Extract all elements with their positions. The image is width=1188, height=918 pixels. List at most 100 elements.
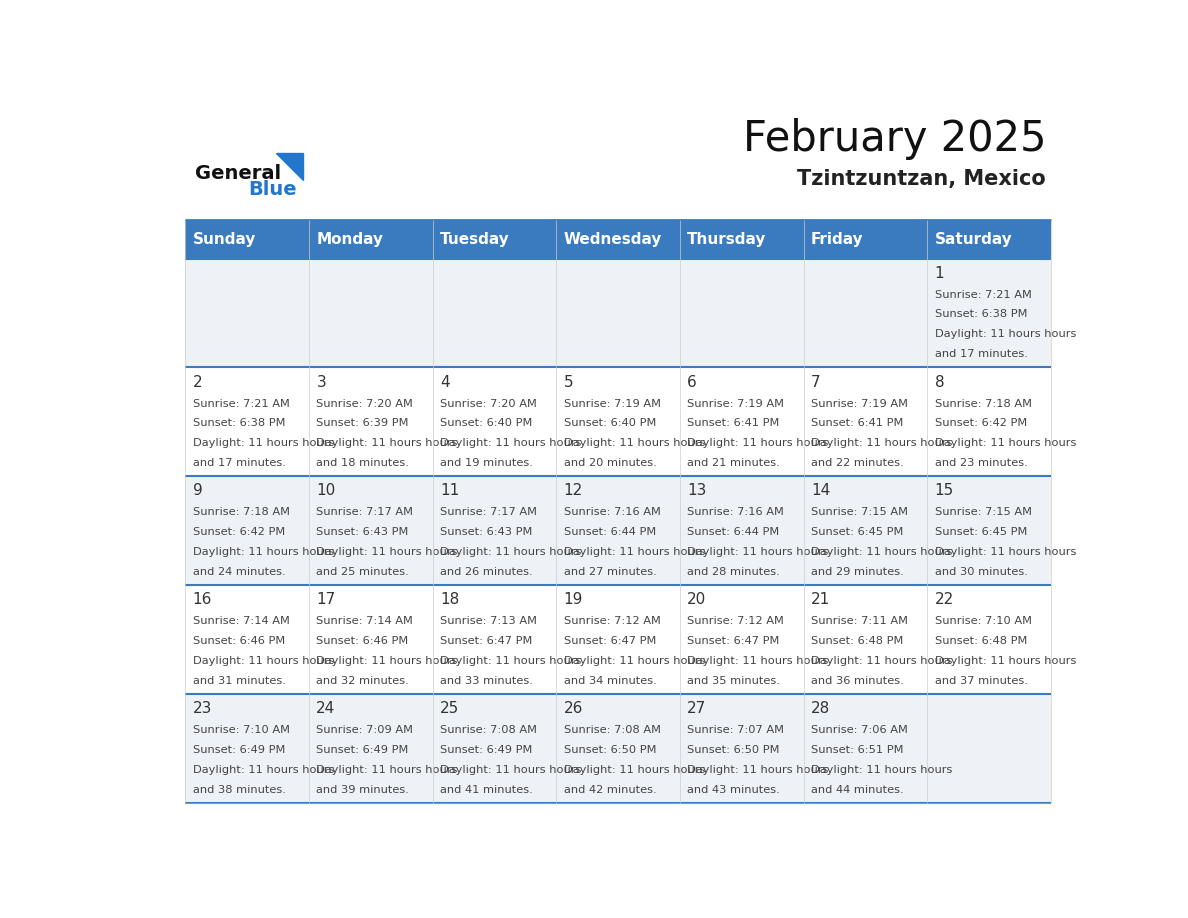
Text: Sunset: 6:45 PM: Sunset: 6:45 PM (811, 527, 903, 537)
Text: 7: 7 (811, 375, 821, 389)
FancyBboxPatch shape (927, 694, 1051, 803)
Text: Daylight: 11 hours hours: Daylight: 11 hours hours (563, 547, 704, 557)
Text: Daylight: 11 hours hours: Daylight: 11 hours hours (192, 655, 334, 666)
Text: Sunset: 6:46 PM: Sunset: 6:46 PM (192, 636, 285, 646)
Text: Daylight: 11 hours hours: Daylight: 11 hours hours (935, 438, 1076, 448)
FancyBboxPatch shape (556, 219, 680, 259)
Text: Sunset: 6:38 PM: Sunset: 6:38 PM (935, 309, 1026, 319)
Text: Sunset: 6:51 PM: Sunset: 6:51 PM (811, 744, 903, 755)
Text: Sunrise: 7:20 AM: Sunrise: 7:20 AM (316, 398, 413, 409)
Text: and 27 minutes.: and 27 minutes. (563, 566, 656, 577)
Text: Wednesday: Wednesday (563, 231, 662, 247)
Text: Daylight: 11 hours hours: Daylight: 11 hours hours (563, 438, 704, 448)
FancyBboxPatch shape (556, 259, 680, 367)
Text: and 26 minutes.: and 26 minutes. (440, 566, 532, 577)
FancyBboxPatch shape (309, 476, 432, 585)
Text: 23: 23 (192, 701, 213, 716)
Text: 13: 13 (687, 484, 707, 498)
Text: Daylight: 11 hours hours: Daylight: 11 hours hours (811, 438, 953, 448)
Text: and 38 minutes.: and 38 minutes. (192, 785, 285, 794)
Text: Daylight: 11 hours hours: Daylight: 11 hours hours (687, 655, 828, 666)
Text: February 2025: February 2025 (742, 118, 1047, 160)
Text: Sunrise: 7:17 AM: Sunrise: 7:17 AM (316, 508, 413, 518)
Text: Sunset: 6:50 PM: Sunset: 6:50 PM (563, 744, 656, 755)
Text: Daylight: 11 hours hours: Daylight: 11 hours hours (811, 547, 953, 557)
Text: Daylight: 11 hours hours: Daylight: 11 hours hours (440, 655, 581, 666)
Text: 14: 14 (811, 484, 830, 498)
Text: Sunset: 6:44 PM: Sunset: 6:44 PM (563, 527, 656, 537)
Text: 6: 6 (687, 375, 697, 389)
Text: and 28 minutes.: and 28 minutes. (687, 566, 781, 577)
Text: General: General (195, 164, 280, 183)
Text: Sunset: 6:38 PM: Sunset: 6:38 PM (192, 419, 285, 429)
Text: Sunset: 6:49 PM: Sunset: 6:49 PM (192, 744, 285, 755)
FancyBboxPatch shape (432, 694, 556, 803)
Text: Sunrise: 7:17 AM: Sunrise: 7:17 AM (440, 508, 537, 518)
Text: and 32 minutes.: and 32 minutes. (316, 676, 409, 686)
FancyBboxPatch shape (432, 585, 556, 694)
Text: and 24 minutes.: and 24 minutes. (192, 566, 285, 577)
FancyBboxPatch shape (556, 694, 680, 803)
Text: and 39 minutes.: and 39 minutes. (316, 785, 409, 794)
Text: 18: 18 (440, 592, 460, 607)
Text: Daylight: 11 hours hours: Daylight: 11 hours hours (316, 547, 457, 557)
Text: and 31 minutes.: and 31 minutes. (192, 676, 285, 686)
Text: Sunrise: 7:08 AM: Sunrise: 7:08 AM (440, 725, 537, 735)
FancyBboxPatch shape (803, 259, 927, 367)
FancyBboxPatch shape (185, 367, 309, 476)
Text: Sunrise: 7:20 AM: Sunrise: 7:20 AM (440, 398, 537, 409)
Text: 15: 15 (935, 484, 954, 498)
Text: Sunrise: 7:21 AM: Sunrise: 7:21 AM (192, 398, 290, 409)
Text: Sunset: 6:40 PM: Sunset: 6:40 PM (440, 419, 532, 429)
Text: 26: 26 (563, 701, 583, 716)
Text: Sunrise: 7:15 AM: Sunrise: 7:15 AM (811, 508, 908, 518)
Text: Sunset: 6:49 PM: Sunset: 6:49 PM (316, 744, 409, 755)
FancyBboxPatch shape (185, 694, 309, 803)
Text: Sunset: 6:47 PM: Sunset: 6:47 PM (687, 636, 779, 646)
FancyBboxPatch shape (927, 585, 1051, 694)
Text: Daylight: 11 hours hours: Daylight: 11 hours hours (440, 765, 581, 775)
Text: Monday: Monday (316, 231, 384, 247)
Text: Sunset: 6:39 PM: Sunset: 6:39 PM (316, 419, 409, 429)
Text: Sunrise: 7:16 AM: Sunrise: 7:16 AM (563, 508, 661, 518)
FancyBboxPatch shape (927, 476, 1051, 585)
Text: Tzintzuntzan, Mexico: Tzintzuntzan, Mexico (797, 169, 1047, 189)
Text: Sunrise: 7:15 AM: Sunrise: 7:15 AM (935, 508, 1031, 518)
Text: Sunrise: 7:14 AM: Sunrise: 7:14 AM (316, 616, 413, 626)
FancyBboxPatch shape (309, 367, 432, 476)
Text: Sunrise: 7:07 AM: Sunrise: 7:07 AM (687, 725, 784, 735)
Text: and 17 minutes.: and 17 minutes. (935, 349, 1028, 359)
Text: and 23 minutes.: and 23 minutes. (935, 458, 1028, 468)
Text: 24: 24 (316, 701, 335, 716)
Text: Sunrise: 7:08 AM: Sunrise: 7:08 AM (563, 725, 661, 735)
Text: and 22 minutes.: and 22 minutes. (811, 458, 904, 468)
FancyBboxPatch shape (927, 219, 1051, 259)
Text: Sunset: 6:48 PM: Sunset: 6:48 PM (935, 636, 1026, 646)
Text: Sunset: 6:48 PM: Sunset: 6:48 PM (811, 636, 903, 646)
FancyBboxPatch shape (309, 694, 432, 803)
Text: Sunset: 6:43 PM: Sunset: 6:43 PM (316, 527, 409, 537)
Text: 5: 5 (563, 375, 574, 389)
Text: Daylight: 11 hours hours: Daylight: 11 hours hours (316, 655, 457, 666)
Text: 28: 28 (811, 701, 830, 716)
Text: Sunrise: 7:06 AM: Sunrise: 7:06 AM (811, 725, 908, 735)
Text: 27: 27 (687, 701, 707, 716)
FancyBboxPatch shape (309, 219, 432, 259)
Text: Daylight: 11 hours hours: Daylight: 11 hours hours (316, 765, 457, 775)
Polygon shape (276, 153, 303, 180)
FancyBboxPatch shape (185, 585, 309, 694)
Text: Sunrise: 7:14 AM: Sunrise: 7:14 AM (192, 616, 290, 626)
Text: and 42 minutes.: and 42 minutes. (563, 785, 656, 794)
Text: Sunrise: 7:18 AM: Sunrise: 7:18 AM (192, 508, 290, 518)
FancyBboxPatch shape (556, 585, 680, 694)
Text: Sunday: Sunday (192, 231, 257, 247)
Text: Sunrise: 7:19 AM: Sunrise: 7:19 AM (811, 398, 908, 409)
Text: 10: 10 (316, 484, 335, 498)
FancyBboxPatch shape (680, 694, 803, 803)
FancyBboxPatch shape (803, 694, 927, 803)
Text: Daylight: 11 hours hours: Daylight: 11 hours hours (811, 655, 953, 666)
Text: Sunset: 6:45 PM: Sunset: 6:45 PM (935, 527, 1026, 537)
Text: 19: 19 (563, 592, 583, 607)
Text: Sunset: 6:47 PM: Sunset: 6:47 PM (563, 636, 656, 646)
FancyBboxPatch shape (803, 585, 927, 694)
